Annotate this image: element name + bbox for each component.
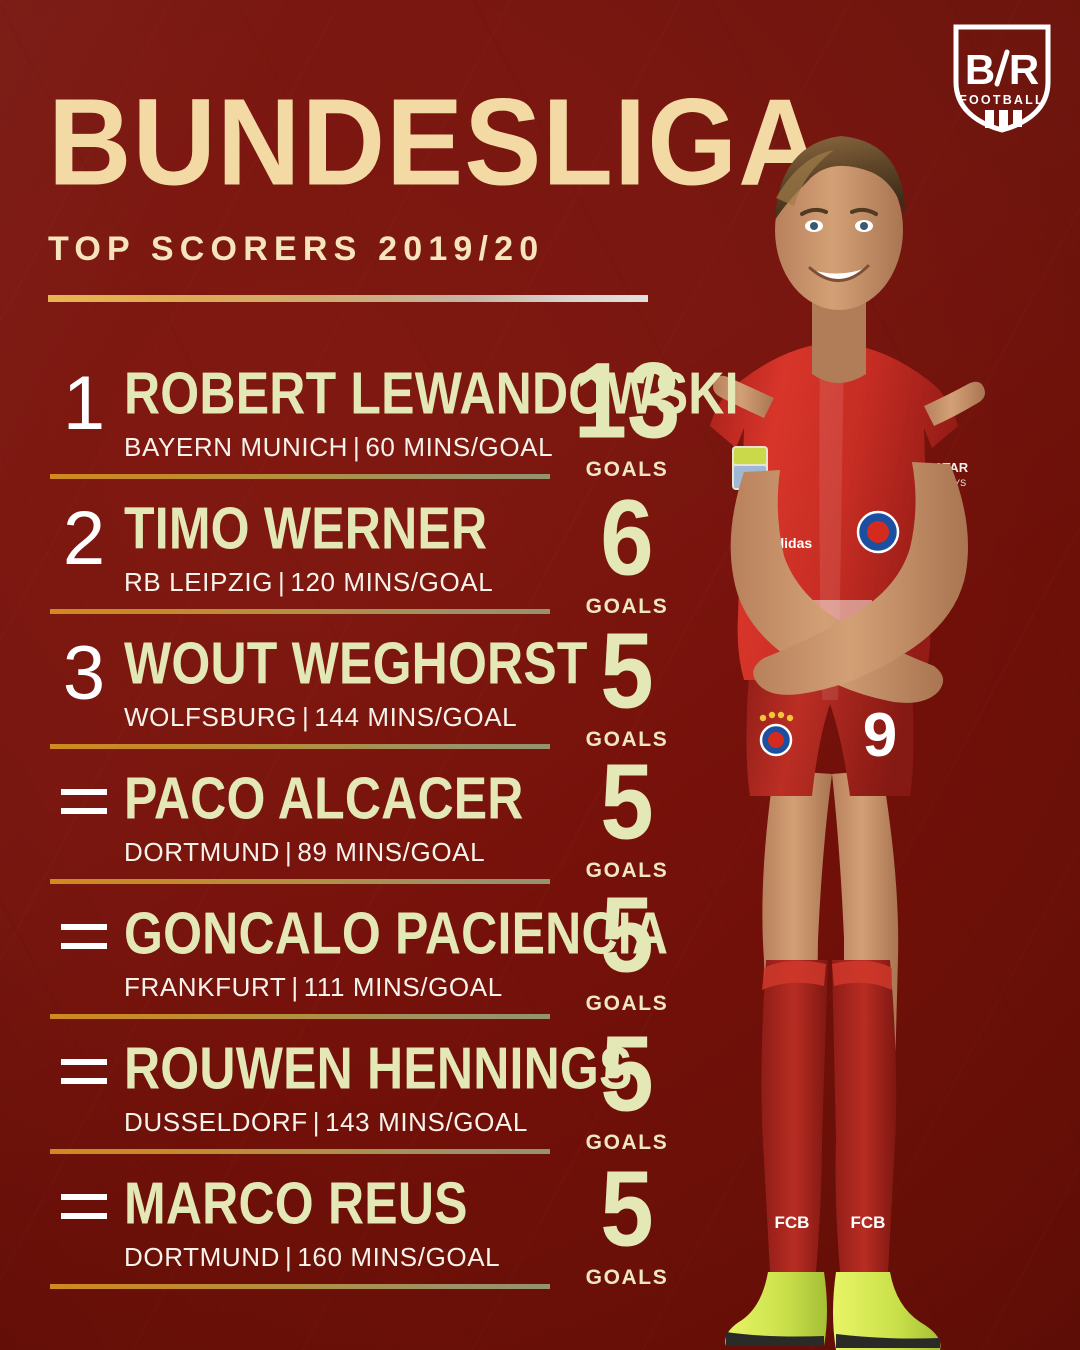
meta-separator: |: [291, 972, 299, 1002]
table-row: 3 WOUT WEGHORST WOLFSBURG | 144 MINS/GOAL 5 GO…: [48, 617, 667, 765]
player-meta: DORTMUND | 160 MINS/GOAL: [124, 1242, 500, 1273]
goals-count: 13: [573, 341, 681, 462]
goals-block: 6 GOALS: [568, 478, 686, 619]
meta-separator: |: [312, 1107, 321, 1137]
row-divider: [50, 1149, 550, 1154]
table-row: MARCO REUS DORTMUND | 160 MINS/GOAL 5 GOALS: [48, 1155, 667, 1300]
player-name: PACO ALCACER: [124, 765, 524, 832]
meta-separator: |: [278, 567, 286, 597]
player-meta: DORTMUND | 89 MINS/GOAL: [124, 837, 485, 868]
player-club: DUSSELDORF: [124, 1107, 308, 1137]
meta-separator: |: [353, 432, 361, 462]
goals-count: 6: [600, 478, 654, 599]
player-mins-per-goal: 143 MINS/GOAL: [325, 1107, 528, 1137]
player-mins-per-goal: 89 MINS/GOAL: [297, 837, 486, 867]
header: BUNDESLIGA TOP SCORERS 2019/20: [48, 80, 822, 302]
sock-text-left: FCB: [775, 1213, 810, 1232]
goals-block: 5 GOALS: [568, 1014, 686, 1155]
player-club: RB LEIPZIG: [124, 567, 274, 597]
row-divider: [50, 609, 550, 614]
meta-separator: |: [301, 702, 310, 732]
goals-block: 5 GOALS: [568, 611, 686, 752]
goals-block: 13 GOALS: [568, 341, 686, 482]
player-meta: RB LEIPZIG | 120 MINS/GOAL: [124, 567, 493, 598]
goals-block: 5 GOALS: [568, 875, 686, 1016]
table-row: ROUWEN HENNINGS DUSSELDORF | 143 MINS/GOAL 5…: [48, 1020, 667, 1170]
logo-letter-r: R: [1009, 46, 1039, 93]
player-name: ROUWEN HENNINGS: [124, 1035, 633, 1102]
table-row: 1 ROBERT LEWANDOWSKI BAYERN MUNICH | 60 MINS…: [48, 347, 738, 495]
page-title: BUNDESLIGA: [48, 72, 823, 211]
meta-separator: |: [284, 1242, 293, 1272]
row-rank: [52, 1194, 116, 1219]
player-mins-per-goal: 60 MINS/GOAL: [365, 432, 554, 462]
table-row: GONCALO PACIENCIA FRANKFURT | 111 MINS/GOAL…: [48, 881, 668, 1035]
player-club: FRANKFURT: [124, 972, 287, 1002]
row-divider: [50, 1284, 550, 1289]
meta-separator: |: [284, 837, 293, 867]
sock-text-right: FCB: [851, 1213, 886, 1232]
goals-count: 5: [600, 875, 654, 996]
table-row: PACO ALCACER DORTMUND | 89 MINS/GOAL 5 GOALS: [48, 748, 667, 900]
goals-count: 5: [600, 1014, 654, 1135]
goals-count: 5: [600, 1149, 654, 1270]
row-divider: [50, 744, 550, 749]
row-rank: [52, 789, 116, 814]
row-rank: 2: [62, 496, 106, 581]
player-name: MARCO REUS: [124, 1170, 468, 1237]
goals-label: GOALS: [585, 1266, 669, 1289]
goals-label: GOALS: [585, 992, 669, 1015]
goals-block: 5 GOALS: [568, 742, 686, 883]
goals-label: GOALS: [585, 1131, 669, 1154]
goals-count: 5: [600, 611, 654, 732]
logo-letter-b: B: [965, 46, 995, 93]
row-rank: 3: [62, 631, 106, 716]
robert-lewandowski-photo: FCB FCB 9 QATAR AIRWAYS adidas: [710, 136, 985, 1350]
row-divider: [50, 474, 550, 479]
row-divider: [50, 879, 550, 884]
player-mins-per-goal: 111 MINS/GOAL: [303, 972, 503, 1002]
row-rank: 1: [62, 361, 106, 446]
row-rank: [52, 1059, 116, 1084]
goals-label: GOALS: [585, 728, 669, 751]
player-name: GONCALO PACIENCIA: [124, 900, 669, 967]
top-scorers-list: 1 ROBERT LEWANDOWSKI BAYERN MUNICH | 60 MINS…: [48, 347, 738, 1300]
logo-caption: FOOTBALL: [959, 93, 1045, 107]
goals-label: GOALS: [585, 595, 669, 618]
player-meta: BAYERN MUNICH | 60 MINS/GOAL: [124, 432, 553, 463]
player-meta: WOLFSBURG | 144 MINS/GOAL: [124, 702, 517, 733]
header-divider: [48, 294, 648, 302]
player-mins-per-goal: 160 MINS/GOAL: [297, 1242, 501, 1272]
goals-label: GOALS: [585, 859, 669, 882]
goals-count: 5: [600, 742, 654, 863]
player-meta: FRANKFURT | 111 MINS/GOAL: [124, 972, 503, 1003]
player-club: BAYERN MUNICH: [124, 432, 349, 462]
player-name: TIMO WERNER: [124, 495, 488, 562]
player-name: ROBERT LEWANDOWSKI: [124, 360, 739, 427]
player-mins-per-goal: 120 MINS/GOAL: [290, 567, 494, 597]
row-rank: [52, 924, 116, 949]
page-subtitle: TOP SCORERS 2019/20: [48, 229, 545, 268]
player-mins-per-goal: 144 MINS/GOAL: [314, 702, 518, 732]
goals-block: 5 GOALS: [568, 1149, 686, 1290]
player-club: DORTMUND: [124, 1242, 280, 1272]
br-football-shield-logo: B R FOOTBALL: [953, 24, 1051, 133]
row-divider: [50, 1014, 550, 1019]
player-name: WOUT WEGHORST: [124, 630, 588, 697]
shorts-number: 9: [863, 701, 897, 770]
goals-label: GOALS: [585, 458, 669, 481]
player-club: WOLFSBURG: [124, 702, 297, 732]
player-meta: DUSSELDORF | 143 MINS/GOAL: [124, 1107, 528, 1138]
player-club: DORTMUND: [124, 837, 280, 867]
table-row: 2 TIMO WERNER RB LEIPZIG | 120 MINS/GOAL 6 GOA…: [48, 484, 667, 630]
